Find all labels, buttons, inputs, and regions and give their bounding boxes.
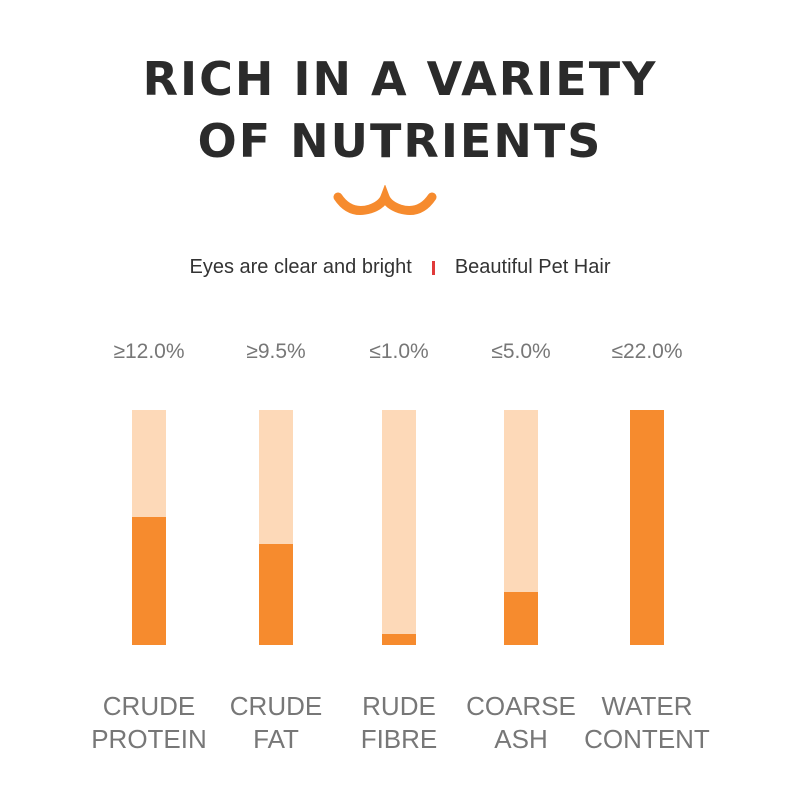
category-label: RUDE FIBRE (360, 691, 438, 754)
subtitle-item: Beautiful Pet Hair (454, 256, 611, 278)
value-label: ≥9.5% (246, 340, 306, 363)
mustache-decoration (333, 185, 437, 215)
bar (132, 516, 166, 645)
category-label: CRUDE FAT (229, 691, 323, 754)
bar (504, 591, 538, 645)
value-label: ≤22.0% (611, 340, 683, 363)
subtitle-item: Eyes are clear and bright (189, 256, 412, 278)
subtitle: Eyes are clear and bright Beautiful Pet H… (0, 256, 800, 279)
category-label: COARSE ASH (466, 691, 576, 754)
value-label: ≥12.0% (113, 340, 185, 363)
value-label: ≤5.0% (491, 340, 551, 363)
separator (431, 260, 435, 275)
title: RICH IN A VARIETY OF NUTRIENTS (142, 52, 658, 168)
value-label: ≤1.0% (369, 340, 429, 363)
bar (259, 543, 293, 645)
bar (630, 410, 664, 645)
category-label: CRUDE PROTEIN (91, 691, 207, 754)
bar-track (382, 410, 416, 645)
bar (382, 634, 416, 645)
category-label: WATER CONTENT (584, 691, 710, 754)
